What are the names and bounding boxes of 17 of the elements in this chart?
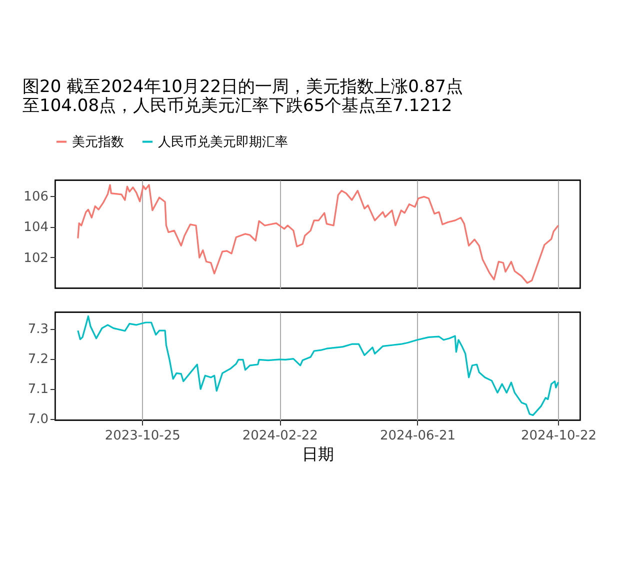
line-series	[77, 315, 560, 416]
x-tick-label: 2024-10-22	[520, 428, 596, 444]
legend-label: 人民币兑美元即期汇率	[158, 134, 288, 150]
y-tick-label: 102	[24, 250, 48, 266]
legend-label: 美元指数	[72, 134, 124, 150]
y-tick-label: 106	[24, 190, 48, 205]
y-tick-label: 7.2	[28, 352, 48, 367]
y-tick-label: 104	[24, 220, 48, 236]
y-tick-label: 7.0	[28, 412, 48, 427]
y-tick-label: 7.3	[28, 322, 48, 337]
chart-title: 图20 截至2024年10月22日的一周，美元指数上涨0.87点至104.08点，人民币兑美元汇率下跌65个基点至7.1212	[22, 77, 463, 116]
x-axis-title: 日期	[302, 444, 334, 464]
x-tick-label: 2024-02-22	[242, 428, 318, 444]
x-tick-label: 2023-10-25	[104, 428, 180, 444]
x-tick-label: 2024-06-21	[380, 428, 456, 444]
y-tick-label: 7.1	[28, 382, 48, 397]
line-series	[77, 184, 560, 284]
